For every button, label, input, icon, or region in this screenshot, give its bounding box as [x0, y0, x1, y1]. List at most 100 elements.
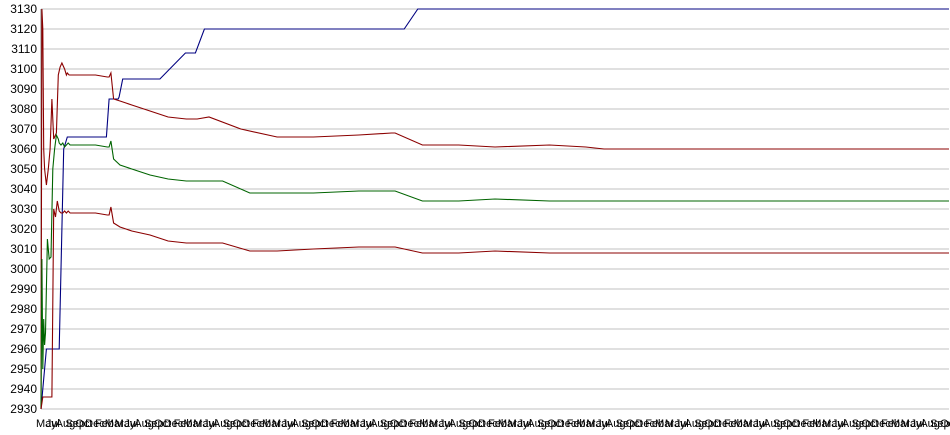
y-tick-label: 3120	[10, 22, 37, 36]
x-axis: MayJulAugSepOctDecFebMarMayJulAugSepOctD…	[36, 418, 950, 430]
x-tick-label: Aug	[842, 418, 862, 430]
y-tick-label: 3100	[10, 62, 37, 76]
x-tick-label: Jul	[124, 418, 138, 430]
x-tick-label: Feb	[174, 418, 193, 430]
y-tick-label: 3130	[10, 2, 37, 16]
x-tick-label: Jul	[832, 418, 846, 430]
y-axis: 2930 2940 2950 2960 2970 2980 2990 3000 3010 3020…	[10, 2, 37, 416]
y-tick-label: 3000	[10, 262, 37, 276]
x-tick-label: Oct	[940, 418, 950, 430]
x-tick-label: Jul	[596, 418, 610, 430]
x-tick-label: Sep	[459, 418, 479, 430]
x-tick-label: Mar	[262, 418, 281, 430]
x-tick-label: Mar	[183, 418, 202, 430]
x-tick-label: May	[272, 418, 293, 430]
x-tick-label: Oct	[626, 418, 643, 430]
x-tick-label: Aug	[606, 418, 626, 430]
x-tick-label: Jul	[360, 418, 374, 430]
x-tick-label: Mar	[105, 418, 124, 430]
x-tick-label: Sep	[694, 418, 714, 430]
x-tick-label: Oct	[547, 418, 564, 430]
x-tick-label: Sep	[223, 418, 243, 430]
x-tick-label: Feb	[409, 418, 428, 430]
x-tick-label: Mar	[734, 418, 753, 430]
y-tick-label: 2930	[10, 402, 37, 416]
x-tick-label: Dec	[478, 418, 498, 430]
x-tick-label: Sep	[65, 418, 85, 430]
series-line-4	[40, 200, 949, 410]
x-tick-label: Sep	[301, 418, 321, 430]
x-tick-label: Dec	[714, 418, 734, 430]
x-tick-label: Mar	[655, 418, 674, 430]
x-tick-label: Oct	[468, 418, 485, 430]
x-tick-label: Sep	[537, 418, 557, 430]
x-tick-label: Jul	[203, 418, 217, 430]
x-tick-label: Aug	[685, 418, 705, 430]
x-tick-label: Oct	[75, 418, 92, 430]
x-tick-label: Jul	[911, 418, 925, 430]
x-tick-label: Oct	[311, 418, 328, 430]
x-tick-label: Jul	[282, 418, 296, 430]
x-tick-label: May	[115, 418, 136, 430]
x-tick-label: Feb	[881, 418, 900, 430]
x-tick-label: Aug	[134, 418, 154, 430]
x-tick-label: Dec	[635, 418, 655, 430]
x-tick-label: May	[36, 418, 57, 430]
x-tick-label: Aug	[370, 418, 390, 430]
y-tick-label: 3040	[10, 182, 37, 196]
x-tick-label: Jul	[517, 418, 531, 430]
x-tick-label: Aug	[763, 418, 783, 430]
x-tick-label: Sep	[773, 418, 793, 430]
x-tick-label: May	[586, 418, 607, 430]
x-tick-label: Feb	[488, 418, 507, 430]
y-tick-label: 2990	[10, 282, 37, 296]
x-tick-label: May	[508, 418, 529, 430]
y-tick-label: 3030	[10, 202, 37, 216]
x-tick-label: Dec	[242, 418, 262, 430]
x-tick-label: Dec	[871, 418, 891, 430]
x-tick-label: Sep	[852, 418, 872, 430]
x-tick-label: Sep	[144, 418, 164, 430]
x-tick-label: Sep	[930, 418, 950, 430]
x-tick-label: Dec	[85, 418, 105, 430]
x-tick-label: May	[901, 418, 922, 430]
x-tick-label: Jul	[675, 418, 689, 430]
x-tick-label: Jul	[753, 418, 767, 430]
grid-lines	[40, 8, 949, 410]
x-tick-label: Mar	[576, 418, 595, 430]
x-tick-label: Mar	[812, 418, 831, 430]
x-tick-label: Dec	[793, 418, 813, 430]
x-tick-label: May	[193, 418, 214, 430]
y-tick-label: 3070	[10, 122, 37, 136]
x-tick-label: Aug	[449, 418, 469, 430]
y-tick-label: 3010	[10, 242, 37, 256]
x-tick-label: Feb	[645, 418, 664, 430]
y-tick-label: 2960	[10, 342, 37, 356]
x-tick-label: Oct	[704, 418, 721, 430]
x-tick-label: Aug	[213, 418, 233, 430]
x-tick-label: Oct	[233, 418, 250, 430]
x-tick-label: Dec	[400, 418, 420, 430]
y-tick-label: 2950	[10, 362, 37, 376]
x-tick-label: Mar	[419, 418, 438, 430]
y-tick-label: 3080	[10, 102, 37, 116]
x-tick-label: Feb	[331, 418, 350, 430]
x-tick-label: Feb	[567, 418, 586, 430]
x-tick-label: Aug	[920, 418, 940, 430]
x-tick-label: Jul	[46, 418, 60, 430]
x-tick-label: Oct	[390, 418, 407, 430]
x-tick-label: Oct	[154, 418, 171, 430]
x-tick-label: Feb	[802, 418, 821, 430]
x-tick-label: Oct	[783, 418, 800, 430]
x-tick-label: May	[822, 418, 843, 430]
y-tick-label: 3110	[11, 42, 37, 56]
y-tick-label: 3060	[10, 142, 37, 156]
y-tick-label: 2980	[10, 302, 37, 316]
series-line-2	[40, 8, 949, 410]
x-tick-label: Dec	[164, 418, 184, 430]
x-tick-label: Mar	[498, 418, 517, 430]
y-tick-label: 2970	[10, 322, 37, 336]
x-tick-label: Jul	[439, 418, 453, 430]
y-tick-label: 2940	[10, 382, 37, 396]
